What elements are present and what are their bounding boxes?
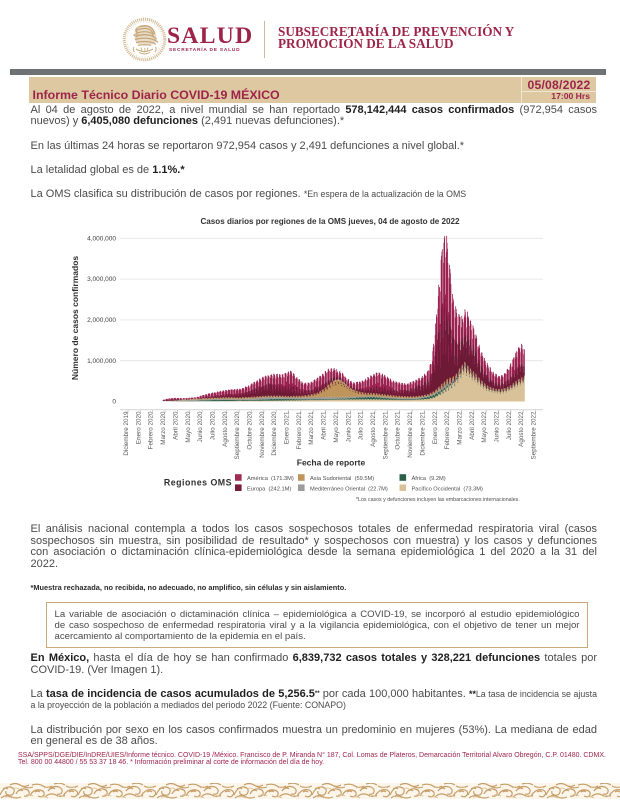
svg-text:2,000,000: 2,000,000: [87, 317, 116, 324]
svg-text:1,000,000: 1,000,000: [87, 358, 116, 365]
svg-text:América (171.3M): América (171.3M): [247, 476, 294, 482]
svg-text:Septiembre 2020: Septiembre 2020: [234, 411, 241, 459]
svg-text:Europa (242.1M): Europa (242.1M): [247, 486, 291, 492]
svg-text:África (9.2M): África (9.2M): [412, 475, 446, 482]
svg-text:*Los casos y defunciones inclu: *Los casos y defunciones incluyen las em…: [356, 497, 520, 503]
svg-text:Junio 2021: Junio 2021: [345, 411, 352, 442]
svg-text:0: 0: [112, 399, 116, 406]
svg-text:Mediterráneo Oriental (22.7M): Mediterráneo Oriental (22.7M): [310, 486, 388, 492]
svg-text:3,000,000: 3,000,000: [87, 276, 116, 283]
svg-text:Septiembre 2022: Septiembre 2022: [531, 411, 538, 459]
svg-text:Diciembre 2021: Diciembre 2021: [419, 411, 426, 456]
svg-text:Marzo 2022: Marzo 2022: [456, 411, 463, 445]
svg-text:Mayo 2022: Mayo 2022: [481, 411, 488, 443]
svg-text:Octubre 2020: Octubre 2020: [247, 411, 254, 450]
svg-text:Diciembre 2020: Diciembre 2020: [271, 411, 278, 456]
svg-text:Febrero 2022: Febrero 2022: [444, 411, 451, 449]
svg-text:Número de casos confirmados: Número de casos confirmados: [70, 256, 80, 381]
svg-text:Diciembre 2019: Diciembre 2019: [123, 411, 130, 456]
svg-text:Casos diarios por regiones de: Casos diarios por regiones de la OMS jue…: [200, 217, 460, 226]
svg-text:Fecha de reporte: Fecha de reporte: [297, 457, 366, 467]
svg-text:Julio 2021: Julio 2021: [358, 411, 365, 440]
svg-text:Asia Sudoriental (59.5M): Asia Sudoriental (59.5M): [310, 476, 374, 482]
svg-text:Julio 2022: Julio 2022: [506, 411, 513, 440]
svg-text:Agosto 2022: Agosto 2022: [518, 411, 525, 447]
svg-text:Julio 2020: Julio 2020: [209, 411, 216, 440]
svg-text:Septiembre 2021: Septiembre 2021: [382, 411, 389, 459]
svg-text:Abril 2020: Abril 2020: [172, 411, 179, 440]
svg-text:Enero 2022: Enero 2022: [432, 411, 439, 444]
svg-text:Pacífico Occidental (73.3M): Pacífico Occidental (73.3M): [412, 486, 484, 492]
svg-text:Febrero 2021: Febrero 2021: [296, 411, 303, 449]
svg-text:Regiones OMS: Regiones OMS: [164, 478, 232, 488]
svg-text:Noviembre 2021: Noviembre 2021: [407, 411, 414, 458]
svg-text:Octubre 2021: Octubre 2021: [395, 411, 402, 450]
svg-text:Junio 2020: Junio 2020: [197, 411, 204, 442]
svg-text:Agosto 2020: Agosto 2020: [222, 411, 229, 447]
svg-text:Junio 2022: Junio 2022: [494, 411, 501, 442]
svg-text:Marzo 2020: Marzo 2020: [160, 411, 167, 445]
svg-text:Noviembre 2020: Noviembre 2020: [259, 411, 266, 458]
svg-text:Enero 2021: Enero 2021: [284, 411, 291, 444]
svg-text:Abril 2021: Abril 2021: [321, 411, 328, 440]
svg-text:4,000,000: 4,000,000: [87, 235, 116, 242]
svg-text:Marzo 2021: Marzo 2021: [308, 411, 315, 445]
svg-text:Agosto 2021: Agosto 2021: [370, 411, 377, 447]
svg-text:Febrero 2020: Febrero 2020: [148, 411, 155, 449]
svg-text:Abril 2022: Abril 2022: [469, 411, 476, 440]
svg-text:Mayo 2021: Mayo 2021: [333, 411, 340, 443]
svg-text:Enero 2020: Enero 2020: [135, 411, 142, 444]
svg-text:Mayo 2020: Mayo 2020: [185, 411, 192, 443]
